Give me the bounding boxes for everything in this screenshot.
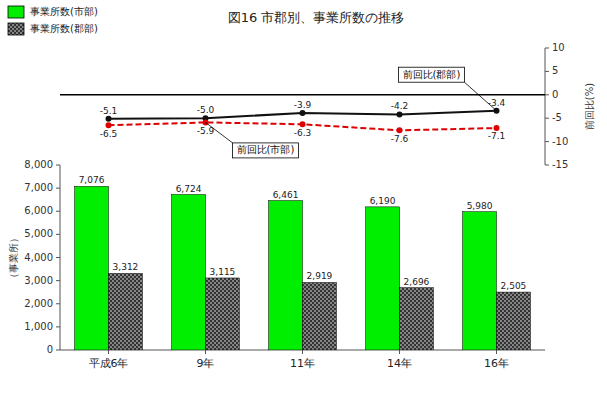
y-tick — [56, 165, 60, 166]
data-label: -4.2 — [391, 101, 409, 111]
callout-label: 前回比(郡部) — [403, 69, 461, 80]
y-tick-label: 0 — [47, 344, 53, 355]
legend-label: 事業所数(郡部) — [30, 23, 98, 34]
y-tick-label: 2,000 — [24, 298, 53, 309]
data-label: 5,980 — [467, 201, 493, 211]
data-label: -6.3 — [294, 128, 312, 138]
x-tick-label: 16年 — [484, 357, 509, 370]
bar — [303, 282, 337, 350]
y-tick — [56, 188, 60, 189]
y-tick — [56, 211, 60, 212]
callout-line — [206, 122, 233, 143]
callout-line — [464, 82, 496, 111]
x-tick-label: 平成6年 — [89, 357, 129, 370]
x-tick-label: 9年 — [197, 357, 215, 370]
y-tick-label: 1,000 — [24, 321, 53, 332]
y-tick-label: 0 — [552, 89, 558, 100]
bar — [75, 186, 109, 350]
y-tick — [545, 118, 549, 119]
zero-line — [60, 94, 545, 96]
y-axis-title: 前回比(%) — [584, 83, 595, 130]
y-tick-label: 4,000 — [24, 252, 53, 263]
y-tick — [56, 234, 60, 235]
x-tick — [302, 350, 303, 354]
y-tick — [545, 141, 549, 142]
bar-panel: 0 1,000 2,000 3,000 4,000 5,000 6,000 7,000 8,00… — [8, 159, 545, 370]
series-line — [109, 111, 497, 119]
point — [300, 110, 306, 116]
bar — [206, 278, 240, 350]
callout-box — [233, 143, 299, 158]
x-tick — [205, 350, 206, 354]
data-label: 7,076 — [79, 175, 105, 185]
bar — [109, 273, 143, 350]
y-tick — [545, 94, 549, 95]
bar — [463, 212, 497, 350]
data-label: -5.1 — [100, 106, 118, 116]
bar — [497, 292, 531, 350]
point — [397, 127, 403, 133]
legend-swatch — [8, 6, 24, 18]
legend-swatch — [8, 23, 24, 35]
chart: 図16 市郡別、事業所数の推移 -15 -10 -5 0 5 10 前回比(%) -5.1 -5.… — [0, 0, 607, 396]
y-tick — [56, 280, 60, 281]
y-tick — [56, 257, 60, 258]
y-tick — [56, 326, 60, 327]
data-label: 6,190 — [370, 196, 396, 206]
y-tick-label: 7,000 — [24, 182, 53, 193]
y-tick-label: 5,000 — [24, 228, 53, 239]
x-tick-label: 11年 — [290, 357, 315, 370]
bar — [269, 201, 303, 350]
bar — [172, 195, 206, 350]
title: 図16 市郡別、事業所数の推移 — [228, 10, 405, 25]
x-tick — [399, 350, 400, 354]
callout: 前回比(市部) — [206, 122, 299, 158]
bar-marks — [75, 186, 531, 350]
y-tick-label: 6,000 — [24, 205, 53, 216]
bar — [400, 288, 434, 350]
data-label: -6.5 — [100, 129, 118, 139]
legend: 事業所数(市部) 事業所数(郡部) — [8, 6, 98, 35]
bar — [366, 207, 400, 350]
data-label: -3.9 — [294, 100, 312, 110]
data-label: -7.6 — [391, 134, 409, 144]
y-axis-title: （事業所） — [8, 233, 19, 283]
line-panel: -15 -10 -5 0 5 10 前回比(%) -5.1 -5.0 -3.9 -4.2 -3.4 -6… — [60, 42, 595, 170]
data-label: 2,696 — [404, 277, 430, 287]
legend-label: 事業所数(市部) — [30, 6, 98, 17]
x-tick — [108, 350, 109, 354]
point — [494, 125, 500, 131]
point — [106, 116, 112, 122]
data-label: -7.1 — [488, 131, 506, 141]
y-tick — [545, 48, 549, 49]
point — [106, 122, 112, 128]
point — [397, 111, 403, 117]
y-tick-label: -15 — [552, 159, 568, 170]
y-tick — [56, 350, 60, 351]
y-tick — [545, 71, 549, 72]
data-label: 2,505 — [501, 281, 527, 291]
y-tick-label: -10 — [552, 136, 568, 147]
data-label: -5.0 — [197, 105, 215, 115]
point — [300, 121, 306, 127]
callout-box — [399, 67, 465, 82]
x-tick — [496, 350, 497, 354]
callout: 前回比(郡部) — [399, 67, 497, 111]
y-tick — [56, 303, 60, 304]
callout-label: 前回比(市部) — [237, 144, 295, 155]
y-tick-label: -5 — [552, 112, 562, 123]
data-label: 6,461 — [273, 190, 299, 200]
data-label: -3.4 — [488, 98, 506, 108]
y-tick-label: 8,000 — [24, 159, 53, 170]
y-tick-label: 3,000 — [24, 275, 53, 286]
x-tick-label: 14年 — [387, 357, 412, 370]
y-tick-label: 10 — [552, 42, 565, 53]
data-label: 3,115 — [210, 267, 236, 277]
data-label: 6,724 — [176, 184, 202, 194]
y-axis-line — [545, 48, 546, 165]
data-label: 2,919 — [307, 271, 333, 281]
data-label: 3,312 — [113, 262, 139, 272]
y-tick — [545, 165, 549, 166]
y-tick-label: 5 — [552, 65, 558, 76]
